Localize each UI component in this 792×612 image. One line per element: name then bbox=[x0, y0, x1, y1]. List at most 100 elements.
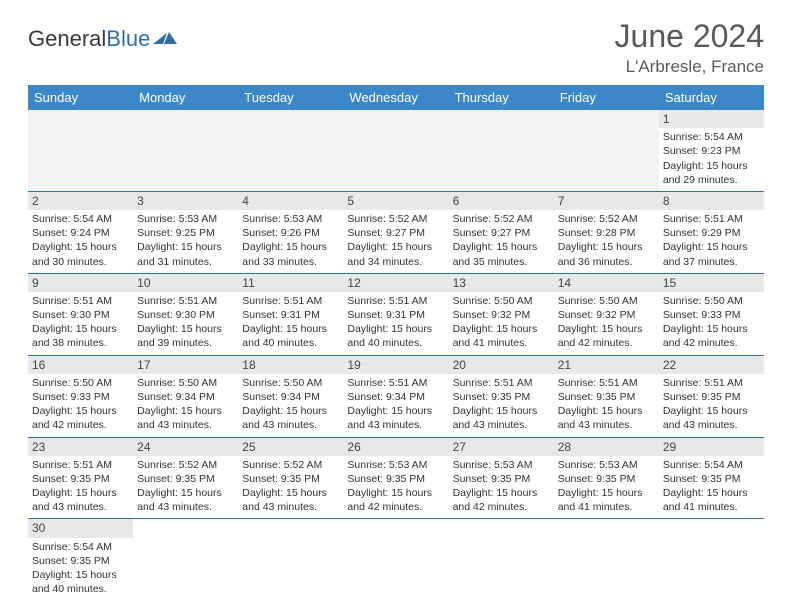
day-header-row: SundayMondayTuesdayWednesdayThursdayFrid… bbox=[28, 85, 764, 110]
day-number: 28 bbox=[554, 438, 659, 456]
cell-sunset: Sunset: 9:23 PM bbox=[663, 144, 760, 158]
cell-sunset: Sunset: 9:24 PM bbox=[32, 226, 129, 240]
day-number: 24 bbox=[133, 438, 238, 456]
cell-sunrise: Sunrise: 5:54 AM bbox=[32, 212, 129, 226]
day-number: 8 bbox=[659, 192, 764, 210]
cell-sunset: Sunset: 9:34 PM bbox=[242, 390, 339, 404]
day-header: Wednesday bbox=[343, 85, 448, 110]
cell-day1: Daylight: 15 hours bbox=[558, 486, 655, 500]
cell-day2: and 43 minutes. bbox=[137, 418, 234, 432]
logo-text-2: Blue bbox=[106, 26, 150, 52]
cell-day1: Daylight: 15 hours bbox=[663, 486, 760, 500]
day-header: Sunday bbox=[28, 85, 133, 110]
cell-day2: and 43 minutes. bbox=[242, 500, 339, 514]
cell-sunset: Sunset: 9:29 PM bbox=[663, 226, 760, 240]
calendar-cell: 18Sunrise: 5:50 AMSunset: 9:34 PMDayligh… bbox=[238, 355, 343, 437]
cell-sunrise: Sunrise: 5:53 AM bbox=[242, 212, 339, 226]
cell-day1: Daylight: 15 hours bbox=[347, 240, 444, 254]
calendar-row: 23Sunrise: 5:51 AMSunset: 9:35 PMDayligh… bbox=[28, 437, 764, 519]
cell-sunset: Sunset: 9:33 PM bbox=[663, 308, 760, 322]
cell-day2: and 43 minutes. bbox=[137, 500, 234, 514]
cell-day1: Daylight: 15 hours bbox=[347, 404, 444, 418]
cell-day1: Daylight: 15 hours bbox=[663, 240, 760, 254]
cell-sunset: Sunset: 9:26 PM bbox=[242, 226, 339, 240]
calendar-cell: 3Sunrise: 5:53 AMSunset: 9:25 PMDaylight… bbox=[133, 191, 238, 273]
calendar-empty-cell bbox=[449, 110, 554, 191]
cell-day1: Daylight: 15 hours bbox=[242, 322, 339, 336]
cell-sunrise: Sunrise: 5:51 AM bbox=[558, 376, 655, 390]
cell-sunrise: Sunrise: 5:50 AM bbox=[663, 294, 760, 308]
cell-sunrise: Sunrise: 5:50 AM bbox=[137, 376, 234, 390]
day-number: 27 bbox=[449, 438, 554, 456]
cell-day1: Daylight: 15 hours bbox=[32, 486, 129, 500]
day-number: 14 bbox=[554, 274, 659, 292]
calendar-cell: 19Sunrise: 5:51 AMSunset: 9:34 PMDayligh… bbox=[343, 355, 448, 437]
cell-day2: and 42 minutes. bbox=[347, 500, 444, 514]
cell-sunset: Sunset: 9:35 PM bbox=[347, 472, 444, 486]
location: L'Arbresle, France bbox=[615, 57, 764, 77]
cell-sunset: Sunset: 9:35 PM bbox=[663, 390, 760, 404]
calendar-cell: 25Sunrise: 5:52 AMSunset: 9:35 PMDayligh… bbox=[238, 437, 343, 519]
cell-sunrise: Sunrise: 5:51 AM bbox=[453, 376, 550, 390]
day-number: 23 bbox=[28, 438, 133, 456]
cell-day2: and 43 minutes. bbox=[453, 418, 550, 432]
cell-day1: Daylight: 15 hours bbox=[137, 240, 234, 254]
cell-day2: and 42 minutes. bbox=[453, 500, 550, 514]
day-header: Monday bbox=[133, 85, 238, 110]
cell-sunset: Sunset: 9:27 PM bbox=[347, 226, 444, 240]
cell-day2: and 29 minutes. bbox=[663, 173, 760, 187]
calendar-cell: 5Sunrise: 5:52 AMSunset: 9:27 PMDaylight… bbox=[343, 191, 448, 273]
cell-sunrise: Sunrise: 5:52 AM bbox=[558, 212, 655, 226]
cell-day1: Daylight: 15 hours bbox=[663, 159, 760, 173]
cell-day2: and 41 minutes. bbox=[558, 500, 655, 514]
cell-day1: Daylight: 15 hours bbox=[453, 486, 550, 500]
calendar-row: 2 Sunrise: 5:54 AMSunset: 9:24 PM Daylight… bbox=[28, 191, 764, 273]
calendar-empty-cell bbox=[343, 110, 448, 191]
calendar-cell: 14Sunrise: 5:50 AMSunset: 9:32 PMDayligh… bbox=[554, 273, 659, 355]
calendar-row: 30Sunrise: 5:54 AMSunset: 9:35 PMDayligh… bbox=[28, 519, 764, 600]
calendar-cell: 27Sunrise: 5:53 AMSunset: 9:35 PMDayligh… bbox=[449, 437, 554, 519]
cell-day2: and 40 minutes. bbox=[32, 582, 129, 596]
calendar-cell: 13Sunrise: 5:50 AMSunset: 9:32 PMDayligh… bbox=[449, 273, 554, 355]
day-number: 6 bbox=[449, 192, 554, 210]
calendar-cell: 30Sunrise: 5:54 AMSunset: 9:35 PMDayligh… bbox=[28, 519, 133, 600]
cell-day2: and 40 minutes. bbox=[347, 336, 444, 350]
day-number: 2 bbox=[28, 192, 133, 210]
day-number: 18 bbox=[238, 356, 343, 374]
cell-sunrise: Sunrise: 5:52 AM bbox=[347, 212, 444, 226]
cell-sunrise: Sunrise: 5:50 AM bbox=[453, 294, 550, 308]
calendar-row: 1Sunrise: 5:54 AMSunset: 9:23 PMDaylight… bbox=[28, 110, 764, 191]
cell-sunset: Sunset: 9:33 PM bbox=[32, 390, 129, 404]
cell-sunrise: Sunrise: 5:50 AM bbox=[242, 376, 339, 390]
day-number: 13 bbox=[449, 274, 554, 292]
cell-day2: and 41 minutes. bbox=[453, 336, 550, 350]
header: GeneralBlue June 2024 L'Arbresle, France bbox=[28, 18, 764, 77]
cell-sunset: Sunset: 9:30 PM bbox=[32, 308, 129, 322]
calendar-cell: 1Sunrise: 5:54 AMSunset: 9:23 PMDaylight… bbox=[659, 110, 764, 191]
cell-sunrise: Sunrise: 5:53 AM bbox=[347, 458, 444, 472]
month-title: June 2024 bbox=[615, 18, 764, 55]
calendar-cell: 23Sunrise: 5:51 AMSunset: 9:35 PMDayligh… bbox=[28, 437, 133, 519]
day-number: 15 bbox=[659, 274, 764, 292]
cell-sunset: Sunset: 9:35 PM bbox=[663, 472, 760, 486]
day-number: 25 bbox=[238, 438, 343, 456]
cell-sunrise: Sunrise: 5:51 AM bbox=[347, 294, 444, 308]
cell-day1: Daylight: 15 hours bbox=[453, 240, 550, 254]
cell-sunset: Sunset: 9:30 PM bbox=[137, 308, 234, 322]
calendar-empty-cell bbox=[28, 110, 133, 191]
cell-day1: Daylight: 15 hours bbox=[663, 404, 760, 418]
cell-day2: and 30 minutes. bbox=[32, 255, 129, 269]
calendar-empty-cell bbox=[343, 519, 448, 600]
day-number: 21 bbox=[554, 356, 659, 374]
cell-sunrise: Sunrise: 5:52 AM bbox=[137, 458, 234, 472]
day-number: 19 bbox=[343, 356, 448, 374]
cell-sunrise: Sunrise: 5:52 AM bbox=[242, 458, 339, 472]
logo: GeneralBlue bbox=[28, 18, 177, 52]
cell-sunrise: Sunrise: 5:53 AM bbox=[137, 212, 234, 226]
cell-sunset: Sunset: 9:34 PM bbox=[137, 390, 234, 404]
cell-day1: Daylight: 15 hours bbox=[137, 486, 234, 500]
calendar-cell: 8Sunrise: 5:51 AMSunset: 9:29 PMDaylight… bbox=[659, 191, 764, 273]
day-header: Thursday bbox=[449, 85, 554, 110]
cell-day2: and 35 minutes. bbox=[453, 255, 550, 269]
cell-day2: and 43 minutes. bbox=[558, 418, 655, 432]
